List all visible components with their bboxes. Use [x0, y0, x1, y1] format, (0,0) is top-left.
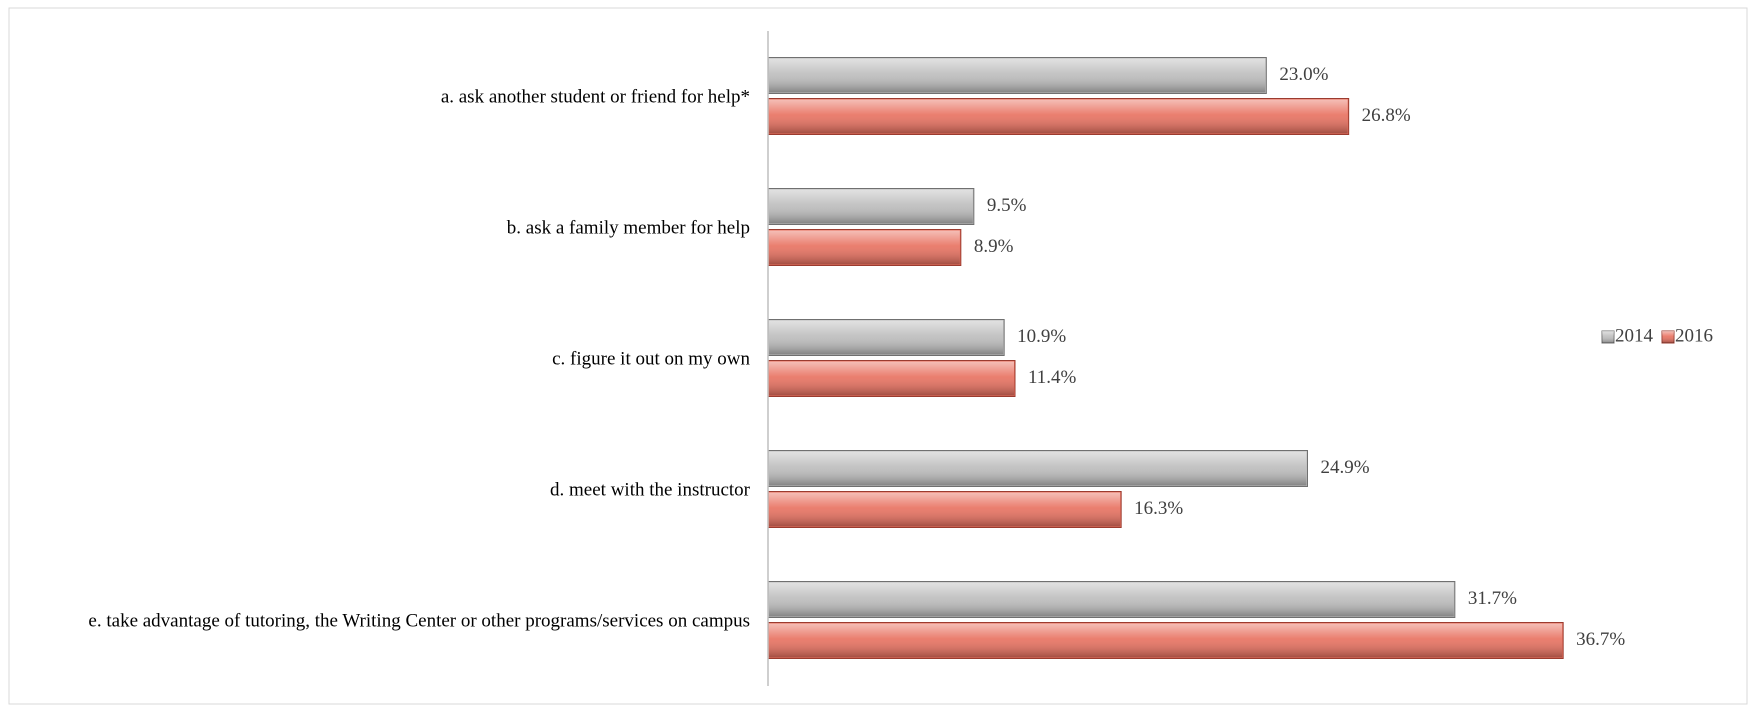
- category-label: d. meet with the instructor: [550, 479, 750, 500]
- bar-shine: [769, 451, 1307, 486]
- data-label: 9.5%: [987, 195, 1027, 216]
- data-label: 16.3%: [1134, 498, 1183, 519]
- bar-shine: [769, 189, 973, 224]
- bar-shine: [769, 230, 960, 265]
- bar-shine: [769, 320, 1004, 355]
- data-label: 26.8%: [1362, 105, 1411, 126]
- data-label: 10.9%: [1017, 326, 1066, 347]
- bar-shine: [769, 582, 1454, 617]
- bar-shine: [769, 99, 1348, 134]
- bar-shine: [769, 58, 1266, 93]
- data-label: 8.9%: [974, 236, 1014, 257]
- chart-border: [8, 7, 1748, 705]
- category-label: e. take advantage of tutoring, the Writi…: [88, 610, 750, 631]
- category-label: c. figure it out on my own: [552, 348, 750, 369]
- data-label: 24.9%: [1321, 457, 1370, 478]
- data-label: 11.4%: [1028, 367, 1077, 388]
- data-label: 31.7%: [1468, 588, 1517, 609]
- bar-shine: [769, 623, 1563, 658]
- legend-label: 2014: [1615, 325, 1654, 346]
- legend-shine: [1602, 331, 1614, 343]
- category-label: b. ask a family member for help: [506, 217, 750, 238]
- bar-shine: [769, 492, 1121, 527]
- data-label: 23.0%: [1279, 64, 1328, 85]
- bar-shine: [769, 361, 1014, 396]
- category-label: a. ask another student or friend for hel…: [440, 86, 750, 107]
- legend-label: 2016: [1675, 325, 1713, 346]
- legend-shine: [1662, 331, 1674, 343]
- data-label: 36.7%: [1576, 629, 1625, 650]
